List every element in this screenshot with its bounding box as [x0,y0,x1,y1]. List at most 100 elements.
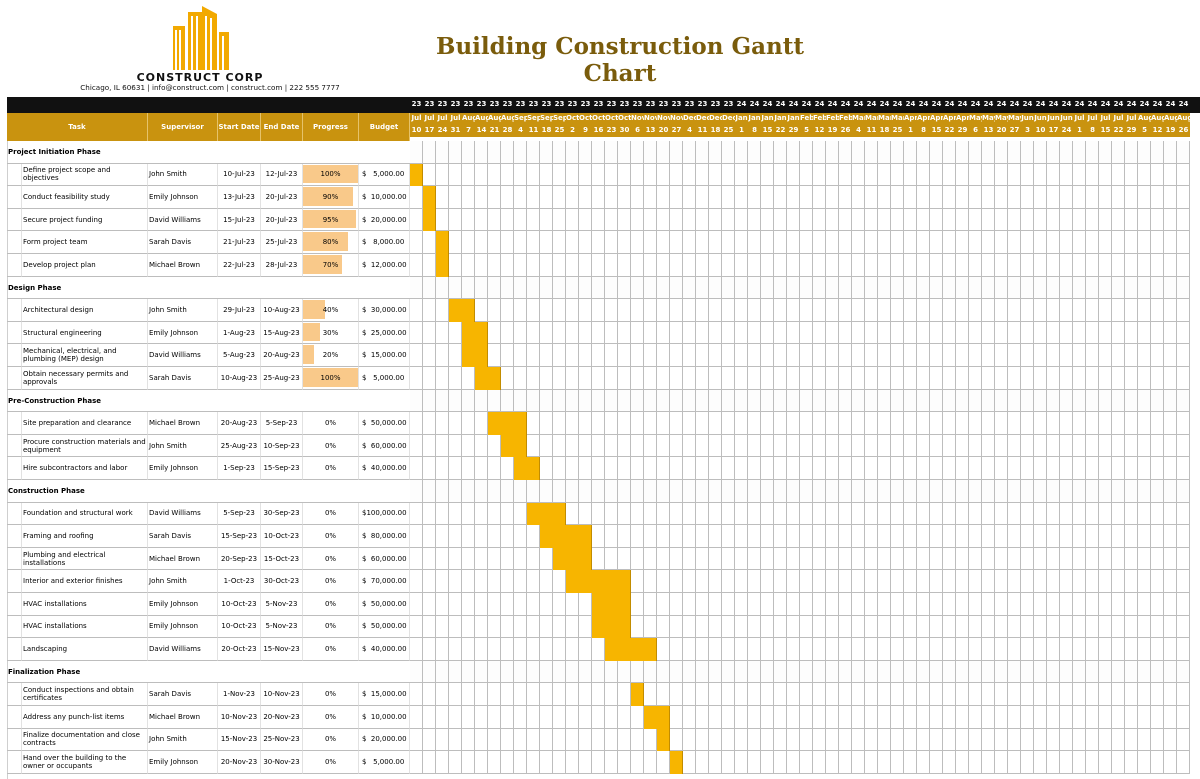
task-name[interactable]: Procure construction materials and equip… [22,434,148,458]
task-name[interactable]: Site preparation and clearance [22,412,148,435]
gantt-task-bar[interactable] [592,593,631,616]
end-date[interactable]: 15-Sep-23 [261,457,303,480]
budget-value[interactable]: $ 30,000.00 [359,299,410,322]
task-name[interactable]: Secure project funding [22,208,148,232]
end-date[interactable]: 10-Sep-23 [261,434,303,458]
supervisor-name[interactable]: Sarah Davis [148,525,218,548]
supervisor-name[interactable]: Emily Johnson [148,615,218,639]
task-name[interactable]: Form project team [22,231,148,254]
start-date[interactable]: 1-Sep-23 [218,457,261,480]
gantt-task-bar[interactable] [410,163,423,187]
supervisor-name[interactable]: Michael Brown [148,547,218,571]
gantt-task-bar[interactable] [670,751,683,774]
progress-cell[interactable]: 20% [303,344,359,367]
budget-value[interactable]: $ 10,000.00 [359,186,410,209]
start-date[interactable]: 1-Nov-23 [218,683,261,706]
task-name[interactable]: Conduct feasibility study [22,186,148,209]
end-date[interactable]: 25-Aug-23 [261,367,303,390]
progress-cell[interactable]: 0% [303,728,359,752]
gantt-task-bar[interactable] [514,457,540,480]
budget-value[interactable]: $ 8,000.00 [359,231,410,254]
task-name[interactable]: Foundation and structural work [22,502,148,526]
gantt-task-bar[interactable] [527,502,566,526]
gantt-task-bar[interactable] [631,683,644,706]
progress-cell[interactable]: 100% [303,367,359,390]
gantt-task-bar[interactable] [436,254,449,277]
progress-cell[interactable]: 70% [303,254,359,277]
gantt-task-bar[interactable] [475,367,501,390]
task-name[interactable]: HVAC installations [22,593,148,616]
column-header-progress[interactable]: Progress [303,113,359,141]
budget-value[interactable]: $ 50,000.00 [359,615,410,639]
task-name[interactable]: Landscaping [22,638,148,661]
budget-value[interactable]: $ 10,000.00 [359,706,410,729]
supervisor-name[interactable]: Emily Johnson [148,751,218,774]
gantt-task-bar[interactable] [423,186,436,209]
gantt-task-bar[interactable] [553,547,592,571]
end-date[interactable]: 20-Jul-23 [261,186,303,209]
gantt-task-bar[interactable] [462,321,488,345]
progress-cell[interactable]: 0% [303,638,359,661]
start-date[interactable]: 10-Oct-23 [218,615,261,639]
supervisor-name[interactable]: John Smith [148,728,218,752]
task-name[interactable]: Finalize documentation and close contrac… [22,728,148,752]
task-name[interactable]: Hire subcontractors and labor [22,457,148,480]
start-date[interactable]: 22-Jul-23 [218,254,261,277]
end-date[interactable]: 12-Jul-23 [261,163,303,187]
progress-cell[interactable]: 0% [303,615,359,639]
progress-cell[interactable]: 40% [303,299,359,322]
gantt-task-bar[interactable] [462,344,488,367]
end-date[interactable]: 10-Oct-23 [261,525,303,548]
start-date[interactable]: 10-Aug-23 [218,367,261,390]
budget-value[interactable]: $ 5,000.00 [359,163,410,187]
supervisor-name[interactable]: David Williams [148,638,218,661]
task-name[interactable]: Mechanical, electrical, and plumbing (ME… [22,344,148,367]
budget-value[interactable]: $100,000.00 [359,502,410,526]
gantt-task-bar[interactable] [449,299,475,322]
start-date[interactable]: 5-Sep-23 [218,502,261,526]
task-name[interactable]: Define project scope and objectives [22,163,148,187]
task-name[interactable]: Structural engineering [22,321,148,345]
start-date[interactable]: 15-Jul-23 [218,208,261,232]
budget-value[interactable]: $ 50,000.00 [359,412,410,435]
budget-value[interactable]: $ 25,000.00 [359,321,410,345]
budget-value[interactable]: $ 70,000.00 [359,570,410,593]
progress-cell[interactable]: 0% [303,570,359,593]
start-date[interactable]: 29-Jul-23 [218,299,261,322]
progress-cell[interactable]: 0% [303,593,359,616]
supervisor-name[interactable]: Michael Brown [148,412,218,435]
supervisor-name[interactable]: Emily Johnson [148,321,218,345]
supervisor-name[interactable]: Emily Johnson [148,457,218,480]
progress-cell[interactable]: 30% [303,321,359,345]
end-date[interactable]: 15-Aug-23 [261,321,303,345]
end-date[interactable]: 20-Aug-23 [261,344,303,367]
gantt-task-bar[interactable] [605,638,657,661]
budget-value[interactable]: $ 20,000.00 [359,728,410,752]
task-name[interactable]: Conduct inspections and obtain certifica… [22,683,148,706]
budget-value[interactable]: $ 5,000.00 [359,367,410,390]
gantt-task-bar[interactable] [657,728,670,752]
start-date[interactable]: 15-Sep-23 [218,525,261,548]
end-date[interactable]: 5-Nov-23 [261,593,303,616]
budget-value[interactable]: $ 40,000.00 [359,638,410,661]
gantt-task-bar[interactable] [644,706,670,729]
gantt-task-bar[interactable] [566,570,631,593]
supervisor-name[interactable]: Michael Brown [148,706,218,729]
end-date[interactable]: 15-Oct-23 [261,547,303,571]
supervisor-name[interactable]: Sarah Davis [148,367,218,390]
supervisor-name[interactable]: David Williams [148,344,218,367]
budget-value[interactable]: $ 20,000.00 [359,208,410,232]
budget-value[interactable]: $ 15,000.00 [359,683,410,706]
supervisor-name[interactable]: David Williams [148,502,218,526]
budget-value[interactable]: $ 40,000.00 [359,457,410,480]
start-date[interactable]: 10-Nov-23 [218,706,261,729]
progress-cell[interactable]: 0% [303,434,359,458]
task-name[interactable]: HVAC installations [22,615,148,639]
end-date[interactable]: 10-Aug-23 [261,299,303,322]
supervisor-name[interactable]: John Smith [148,570,218,593]
task-name[interactable]: Address any punch-list items [22,706,148,729]
column-header-start-date[interactable]: Start Date [218,113,261,141]
task-name[interactable]: Plumbing and electrical installations [22,547,148,571]
task-name[interactable]: Framing and roofing [22,525,148,548]
budget-value[interactable]: $ 60,000.00 [359,547,410,571]
